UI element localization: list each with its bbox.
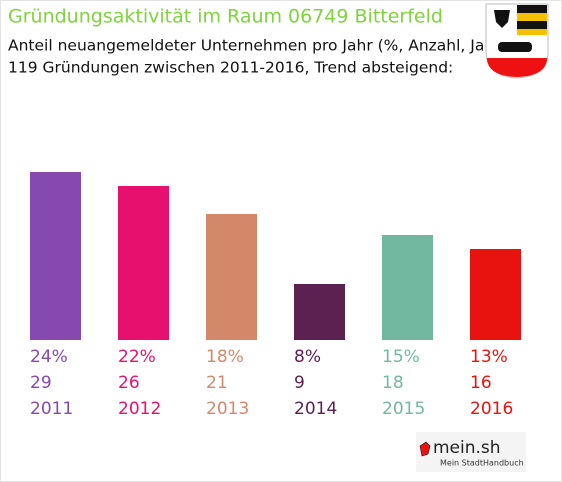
value-label: 13% [470,347,508,367]
bar [382,235,433,340]
value-label: 15% [382,347,420,367]
x-tick-label: 2011 [30,399,73,419]
count-label: 18 [382,373,404,393]
x-tick-label: 2015 [382,399,425,419]
count-label: 16 [470,373,492,393]
subtitle: Anteil neuangemeldeter Unternehmen pro J… [8,37,507,55]
bar [30,172,81,340]
x-tick-label: 2014 [294,399,337,419]
value-label: 8% [294,347,321,367]
logo: mein.sh Mein StadtHandbuch [416,432,526,472]
x-tick-label: 2016 [470,399,513,419]
x-tick-label: 2013 [206,399,249,419]
brand: mein.sh [433,438,501,458]
tagline: Mein StadtHandbuch [440,459,524,468]
count-label: 9 [294,373,305,393]
x-tick-label: 2012 [118,399,161,419]
chart-title: Gründungsaktivität im Raum 06749 Bitterf… [8,6,443,28]
subtitle: 119 Gründungen zwischen 2011-2016, Trend… [8,59,453,77]
count-label: 21 [206,373,228,393]
bar [118,186,169,340]
count-label: 29 [30,373,52,393]
count-label: 26 [118,373,140,393]
bar [206,214,257,340]
value-label: 18% [206,347,244,367]
bar [470,249,521,340]
value-label: 22% [118,347,156,367]
value-label: 24% [30,347,68,367]
bar [294,284,345,340]
coat-of-arms [485,3,549,79]
